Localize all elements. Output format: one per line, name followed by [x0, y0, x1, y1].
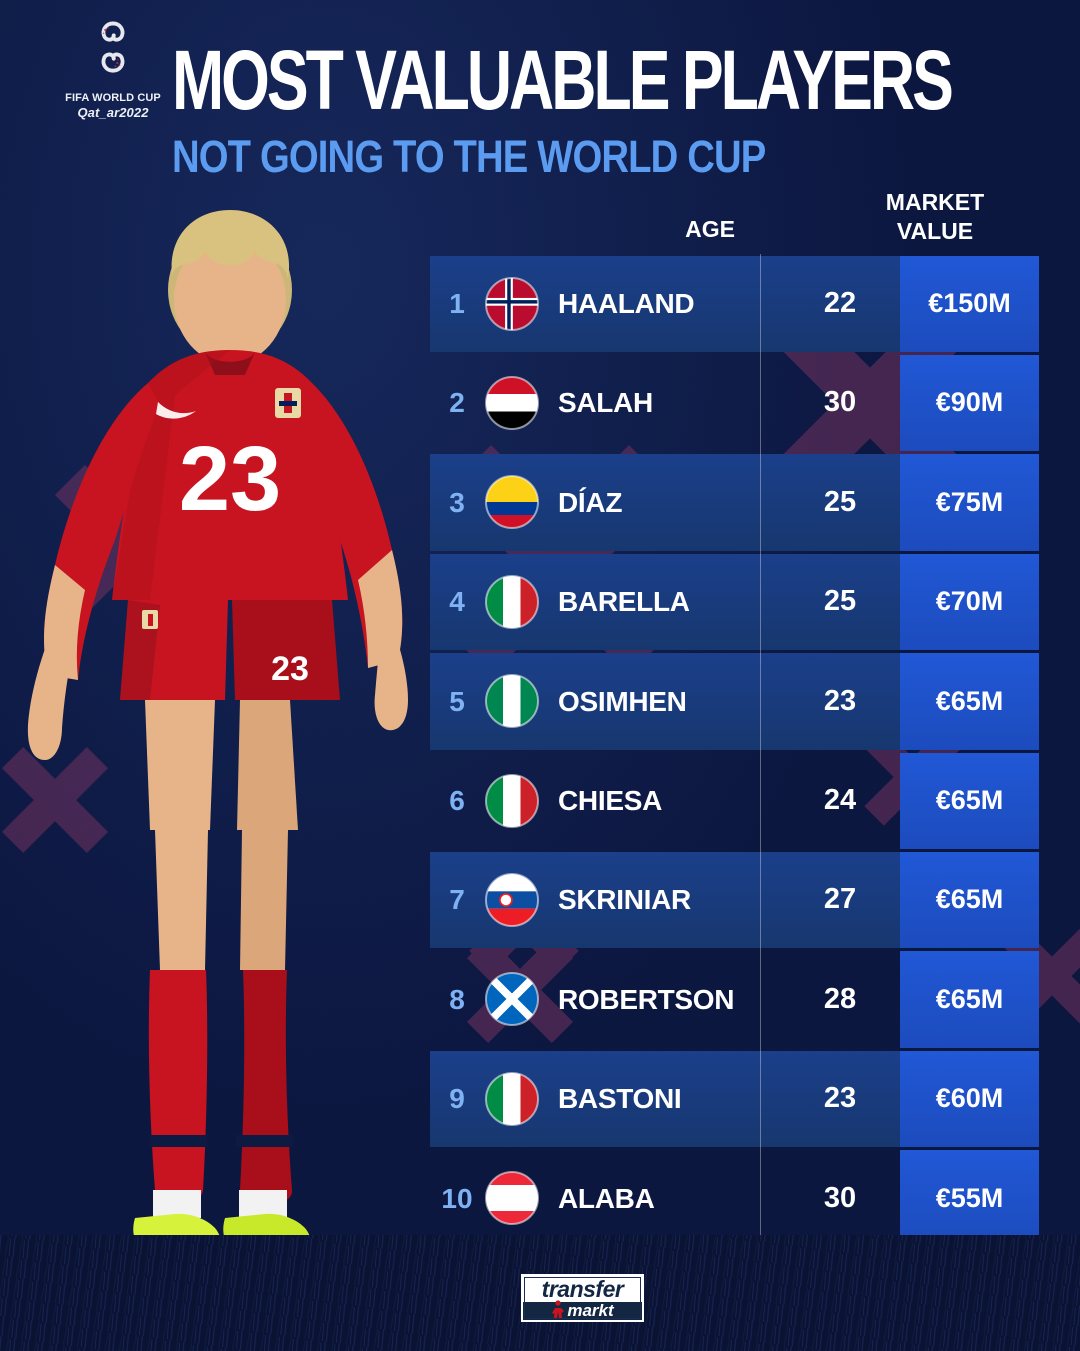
svg-text:23: 23 — [179, 428, 281, 530]
svg-text:23: 23 — [271, 650, 309, 688]
